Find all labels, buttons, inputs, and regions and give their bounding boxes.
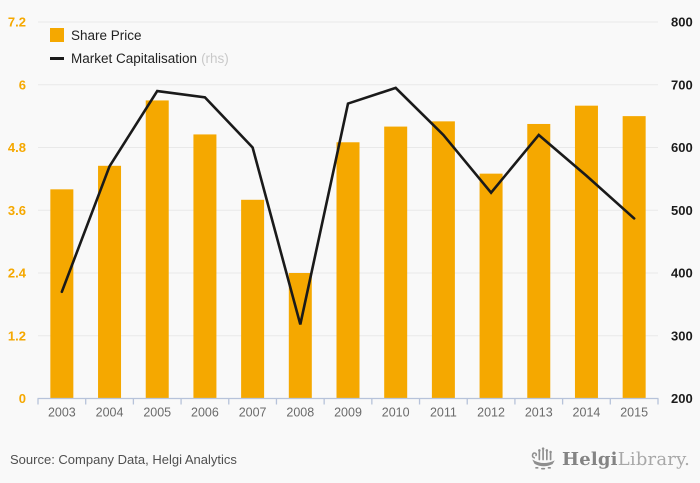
x-axis-label-2009: 2009 xyxy=(334,406,362,420)
left-axis-tick-label: 2.4 xyxy=(8,266,27,281)
legend-label-market-capitalisation: Market Capitalisation (rhs) xyxy=(71,50,229,66)
x-axis-label-2008: 2008 xyxy=(286,406,314,420)
legend-label-share-price: Share Price xyxy=(71,27,142,43)
x-axis-label-2007: 2007 xyxy=(239,406,267,420)
bar-2006 xyxy=(193,134,217,399)
right-axis-tick-label: 600 xyxy=(671,140,693,155)
viking-ship-icon xyxy=(531,447,555,470)
right-axis-tick-label: 200 xyxy=(671,391,693,406)
helgi-library-logo: HelgiLibrary. xyxy=(530,447,690,472)
bar-2007 xyxy=(241,199,265,399)
bar-2004 xyxy=(98,165,122,399)
left-axis-tick-label: 4.8 xyxy=(8,140,26,155)
bar-2015 xyxy=(622,116,646,399)
x-axis-label-2010: 2010 xyxy=(382,406,410,420)
bar-2011 xyxy=(431,121,455,399)
market-capitalisation-line xyxy=(60,86,636,325)
left-axis-tick-label: 6 xyxy=(19,77,26,92)
rhs-axis-hint: (rhs) xyxy=(201,50,229,66)
x-axis-label-2003: 2003 xyxy=(48,406,76,420)
x-axis-label-2004: 2004 xyxy=(96,406,124,420)
bar-2014 xyxy=(574,105,598,399)
right-axis-tick-label: 400 xyxy=(671,266,693,281)
left-axis-tick-label: 1.2 xyxy=(8,328,26,343)
chart-legend: Share Price Market Capitalisation (rhs) xyxy=(50,28,229,74)
chart-plot-area: 0 1.2 2.4 3.6 4.8 6 7.2 200 300 400 500 600 700 800 20… xyxy=(8,15,693,420)
bar-series-swatch-icon xyxy=(50,28,64,42)
line-series-swatch-icon xyxy=(50,56,64,60)
x-axis-label-2012: 2012 xyxy=(477,406,505,420)
right-axis-tick-label: 800 xyxy=(671,15,693,30)
bar-2005 xyxy=(145,100,169,399)
source-note: Source: Company Data, Helgi Analytics xyxy=(10,452,237,467)
bar-2012 xyxy=(479,173,503,399)
x-axis-label-2013: 2013 xyxy=(525,406,553,420)
x-axis-label-2014: 2014 xyxy=(573,406,601,420)
x-axis-label-2005: 2005 xyxy=(143,406,171,420)
left-axis-tick-label: 3.6 xyxy=(8,203,26,218)
x-axis-label-2015: 2015 xyxy=(620,406,648,420)
bar-2003 xyxy=(50,189,74,399)
logo-wordmark: HelgiLibrary. xyxy=(561,449,690,470)
right-axis-tick-label: 300 xyxy=(671,328,693,343)
bar-2010 xyxy=(384,126,408,399)
right-axis-tick-label: 700 xyxy=(671,77,693,92)
legend-item-share-price: Share Price xyxy=(50,27,229,43)
bar-2013 xyxy=(527,123,551,399)
right-axis-tick-label: 500 xyxy=(671,203,693,218)
bar-2009 xyxy=(336,142,360,399)
x-axis-label-2006: 2006 xyxy=(191,406,219,420)
chart-footer: Source: Company Data, Helgi Analytics He… xyxy=(0,436,700,483)
x-axis-label-2011: 2011 xyxy=(430,406,457,420)
left-axis-tick-label: 7.2 xyxy=(8,15,26,30)
legend-item-market-capitalisation: Market Capitalisation (rhs) xyxy=(50,50,229,66)
left-axis-tick-label: 0 xyxy=(19,391,26,406)
